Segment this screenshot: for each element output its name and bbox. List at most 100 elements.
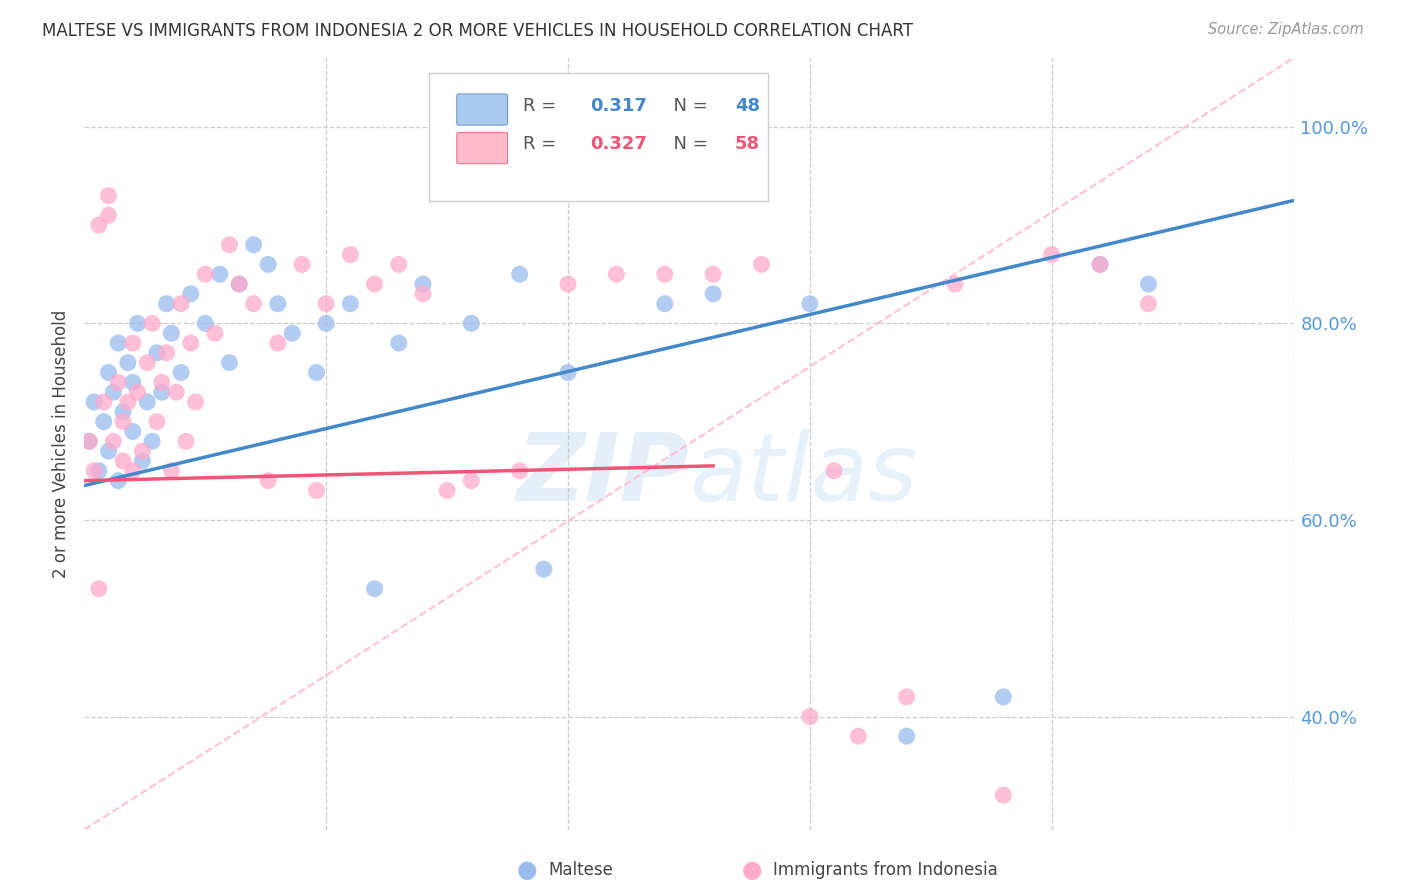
FancyBboxPatch shape [457, 133, 508, 164]
Text: ●: ● [742, 858, 762, 881]
Point [242, 296, 264, 310]
Point [194, 317, 217, 331]
Point [107, 336, 129, 351]
Text: N =: N = [662, 136, 714, 153]
Point [242, 237, 264, 252]
Point [107, 376, 129, 390]
Point [654, 296, 676, 310]
Point [363, 277, 385, 291]
Point [112, 415, 135, 429]
Point [170, 296, 193, 310]
Point [136, 395, 159, 409]
Point [1137, 277, 1160, 291]
Point [77, 434, 100, 449]
Point [204, 326, 226, 341]
Point [339, 247, 361, 261]
Point [702, 286, 724, 301]
Point [117, 395, 139, 409]
Point [155, 346, 177, 360]
Point [460, 474, 482, 488]
Text: 58: 58 [735, 136, 761, 153]
Point [103, 385, 125, 400]
Point [141, 434, 163, 449]
Text: MALTESE VS IMMIGRANTS FROM INDONESIA 2 OR MORE VEHICLES IN HOUSEHOLD CORRELATION: MALTESE VS IMMIGRANTS FROM INDONESIA 2 O… [42, 22, 912, 40]
Text: atlas: atlas [689, 429, 917, 520]
Point [388, 336, 411, 351]
Point [993, 788, 1015, 802]
Text: 48: 48 [735, 97, 761, 115]
Point [1088, 257, 1111, 271]
Point [228, 277, 250, 291]
Text: Immigrants from Indonesia: Immigrants from Indonesia [773, 861, 998, 879]
Point [165, 385, 187, 400]
Point [412, 286, 434, 301]
FancyBboxPatch shape [429, 73, 768, 201]
Point [83, 395, 105, 409]
Point [605, 267, 627, 281]
Point [702, 267, 724, 281]
Point [87, 464, 110, 478]
Point [160, 326, 183, 341]
Point [184, 395, 207, 409]
Point [97, 208, 120, 222]
Point [257, 474, 280, 488]
Point [77, 434, 100, 449]
Point [460, 317, 482, 331]
Point [121, 376, 143, 390]
Point [315, 317, 337, 331]
Point [127, 317, 149, 331]
Point [1040, 247, 1063, 261]
Point [267, 336, 290, 351]
Point [112, 454, 135, 468]
Point [127, 385, 149, 400]
Point [436, 483, 458, 498]
Point [654, 267, 676, 281]
Point [180, 336, 202, 351]
Point [799, 296, 821, 310]
Point [117, 356, 139, 370]
Point [218, 237, 240, 252]
Point [267, 296, 290, 310]
Point [281, 326, 304, 341]
Point [799, 709, 821, 723]
Point [170, 366, 193, 380]
Point [1088, 257, 1111, 271]
Point [218, 356, 240, 370]
Y-axis label: 2 or more Vehicles in Household: 2 or more Vehicles in Household [52, 310, 70, 578]
Text: N =: N = [662, 97, 714, 115]
Point [180, 286, 202, 301]
Point [846, 729, 869, 743]
Point [823, 464, 845, 478]
Text: 0.327: 0.327 [589, 136, 647, 153]
Text: 0.317: 0.317 [589, 97, 647, 115]
Point [93, 415, 115, 429]
Point [557, 366, 579, 380]
FancyBboxPatch shape [457, 94, 508, 125]
Point [363, 582, 385, 596]
Point [305, 366, 328, 380]
Text: R =: R = [523, 97, 562, 115]
Point [174, 434, 197, 449]
Point [107, 474, 129, 488]
Point [83, 464, 105, 478]
Point [131, 454, 153, 468]
Point [257, 257, 280, 271]
Point [509, 267, 531, 281]
Point [412, 277, 434, 291]
Text: R =: R = [523, 136, 562, 153]
Point [146, 346, 169, 360]
Point [160, 464, 183, 478]
Point [194, 267, 217, 281]
Point [993, 690, 1015, 704]
Point [315, 296, 337, 310]
Text: Source: ZipAtlas.com: Source: ZipAtlas.com [1208, 22, 1364, 37]
Point [136, 356, 159, 370]
Text: ZIP: ZIP [516, 429, 689, 521]
Point [533, 562, 555, 576]
Point [131, 444, 153, 458]
Point [97, 188, 120, 202]
Point [896, 729, 918, 743]
Point [557, 277, 579, 291]
Point [121, 336, 143, 351]
Point [141, 317, 163, 331]
